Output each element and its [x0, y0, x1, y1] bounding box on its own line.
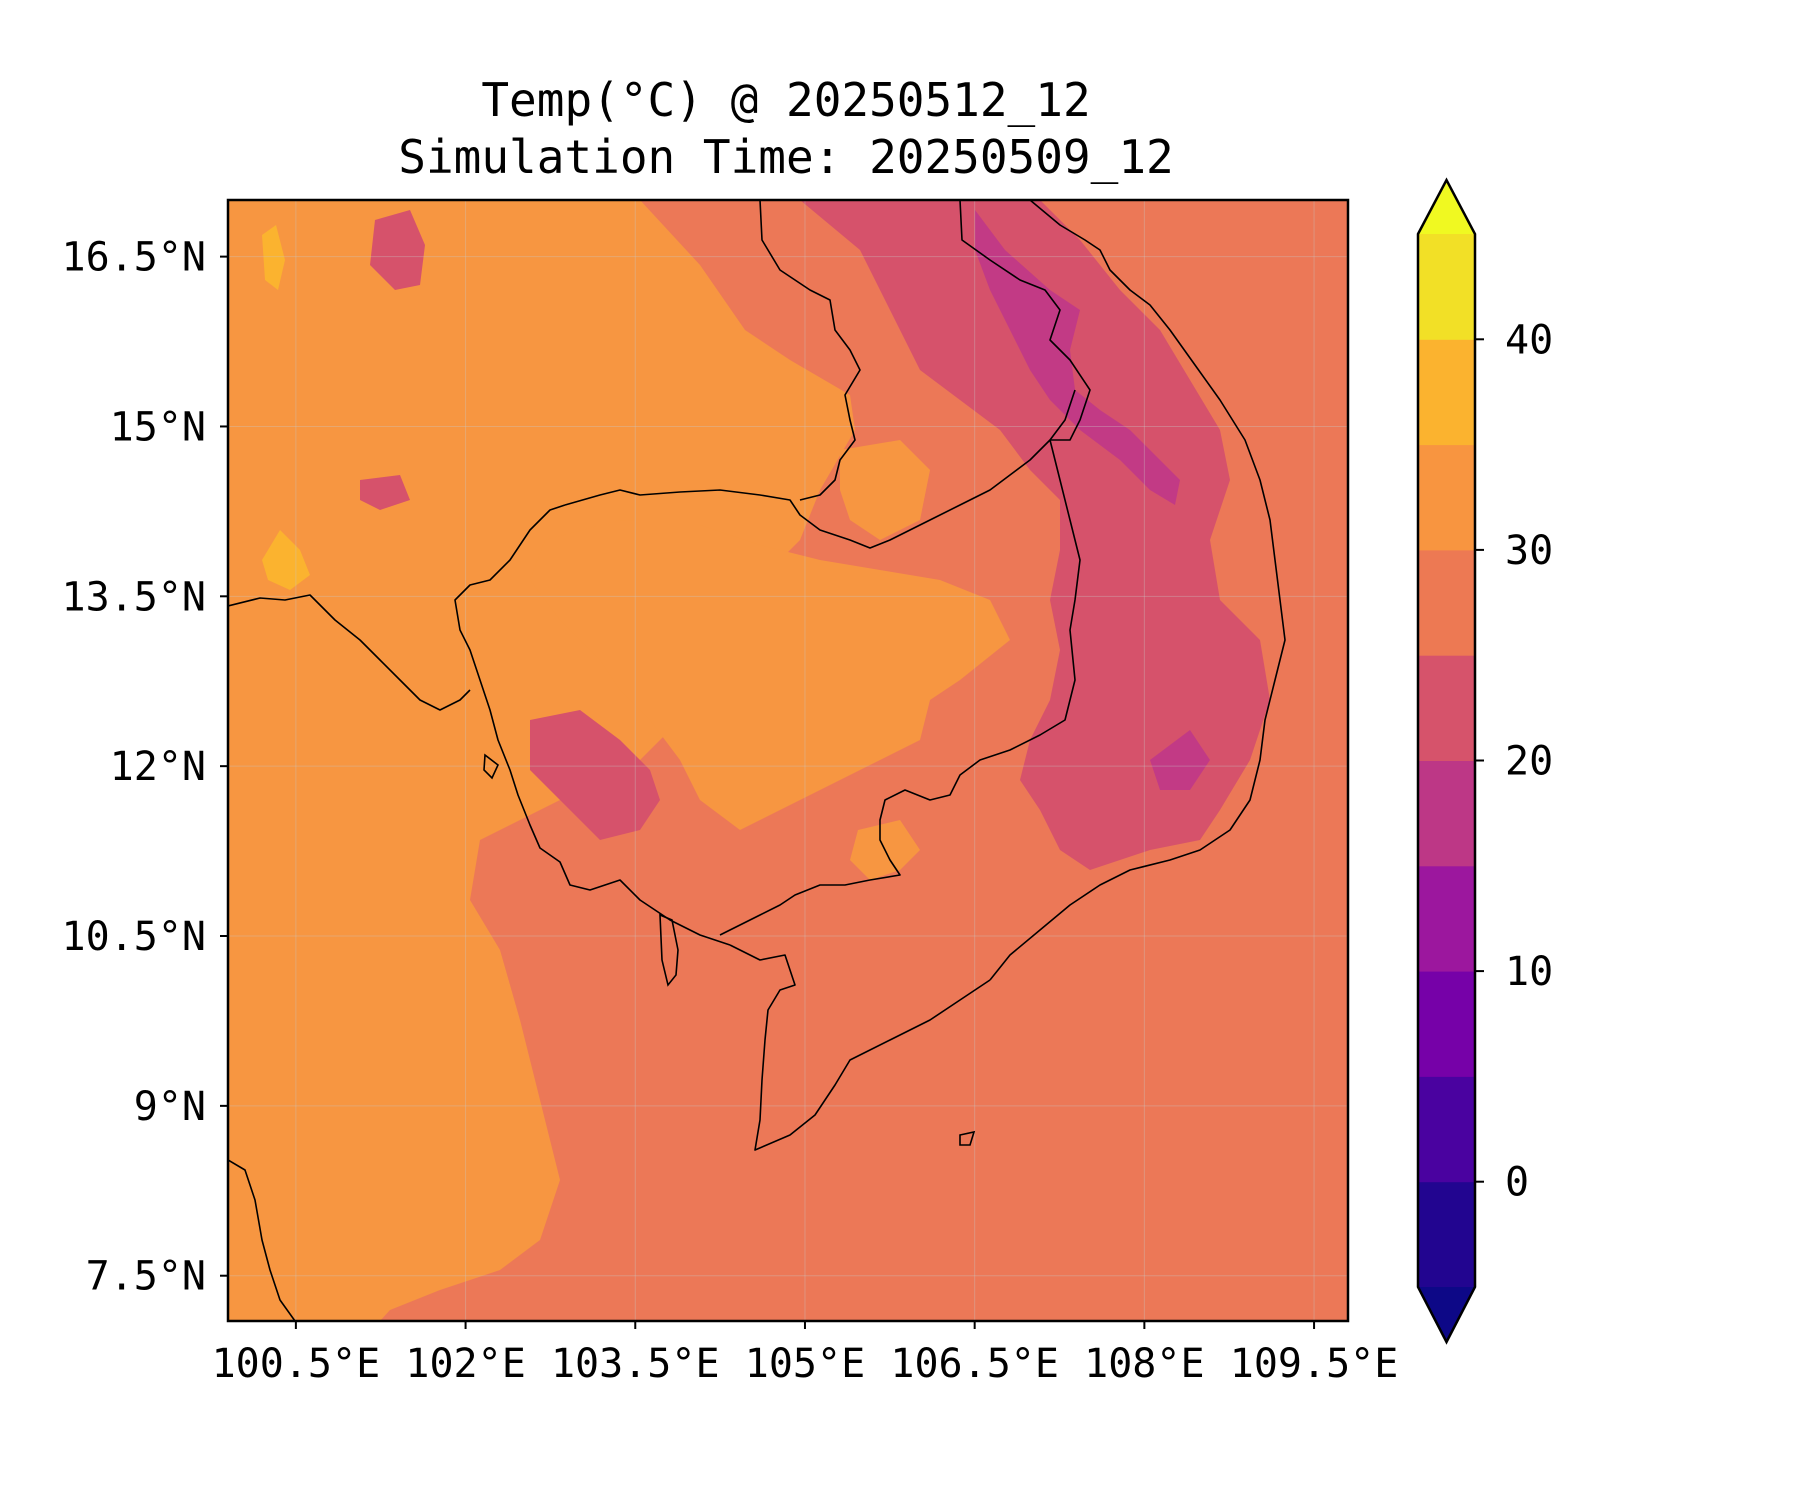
colorbar-tick-label: 0 [1505, 1160, 1529, 1206]
colorbar-outline [1416, 177, 1477, 1345]
x-tick-label: 105°E [745, 1341, 865, 1387]
koh-kong-island [483, 753, 499, 780]
colorbar-segment [1418, 444, 1475, 551]
y-tick-label: 15°N [110, 404, 206, 450]
colorbar-extend-max [1418, 180, 1475, 234]
thailand-west-coast [228, 594, 471, 711]
x-tick-label: 109.5°E [1230, 1341, 1399, 1387]
colorbar-segment [1418, 971, 1475, 1077]
cool-region-cardamom [530, 710, 660, 840]
y-tick-label: 16.5°N [62, 235, 207, 281]
gridlines [228, 200, 1348, 1321]
colorbar-segment [1418, 655, 1475, 761]
latitude-ticks: 7.5°N 9°N 10.5°N 12°N 13.5°N 15°N 16.5°N [62, 235, 228, 1300]
y-tick-label: 12°N [110, 744, 206, 790]
colorbar-segment [1418, 1181, 1475, 1288]
cool-region-west-strip [360, 475, 410, 510]
colorbar-segment [1418, 1076, 1475, 1183]
warm-region-cambodia-interior [530, 520, 1010, 830]
map-frame [226, 198, 1350, 1323]
chart-title: Temp(°C) @ 20250512_12 [481, 73, 1090, 127]
hot-region-northwest [262, 225, 285, 290]
x-tick-label: 103.5°E [551, 1341, 720, 1387]
cool-region-highlands [800, 200, 1270, 870]
colorbar-extend-min [1418, 1287, 1475, 1342]
colorbar-segment [1418, 865, 1475, 972]
cool-region-northwest [370, 210, 425, 290]
colorbar-tick-label: 40 [1505, 317, 1553, 363]
colorbar-segment [1418, 760, 1475, 867]
longitude-ticks: 100.5°E 102°E 103.5°E 105°E 106.5°E 108°E 109.… [212, 1321, 1399, 1387]
temperature-regions [228, 200, 1270, 1321]
laos-border-west [759, 200, 861, 501]
cambodia-vietnam-border [719, 439, 1081, 936]
x-tick-label: 106.5°E [890, 1341, 1059, 1387]
chart-subtitle: Simulation Time: 20250509_12 [398, 130, 1173, 184]
cold-region-north [975, 210, 1180, 505]
hot-region-west [262, 530, 310, 590]
y-tick-label: 10.5°N [62, 914, 207, 960]
mekong-delta-coast [729, 944, 991, 1151]
x-tick-label: 108°E [1084, 1341, 1204, 1387]
y-tick-label: 13.5°N [62, 574, 207, 620]
malay-peninsula-coast [228, 1159, 296, 1321]
colorbar-tick-label: 30 [1505, 528, 1553, 574]
colorbar-segment [1418, 339, 1475, 446]
colorbar-segment [1418, 234, 1475, 340]
map-area [228, 200, 1348, 1321]
x-tick-label: 102°E [405, 1341, 525, 1387]
phu-quoc-island [659, 913, 679, 987]
cold-region-south [1150, 730, 1210, 790]
colorbar: 0 10 20 30 40 [1416, 177, 1553, 1345]
warm-region-north-cambodia [840, 440, 930, 540]
gulf-of-thailand-east-coast [454, 504, 731, 946]
small-island-delta [959, 1130, 976, 1146]
vietnam-coastline [989, 200, 1286, 981]
colorbar-tick-label: 20 [1505, 739, 1553, 785]
colorbar-segment [1418, 549, 1475, 656]
cambodia-thailand-border [564, 389, 1076, 549]
colorbar-tick-label: 10 [1505, 949, 1553, 995]
laos-vietnam-border [959, 200, 1091, 441]
x-tick-label: 100.5°E [212, 1341, 381, 1387]
y-tick-label: 9°N [134, 1084, 206, 1130]
y-tick-label: 7.5°N [86, 1254, 206, 1300]
coastlines-and-borders [228, 200, 1286, 1321]
